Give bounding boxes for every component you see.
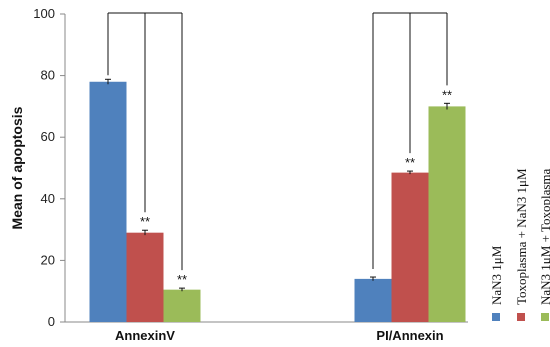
y-tick-label: 60 bbox=[41, 129, 55, 144]
comparison-brackets bbox=[107, 12, 448, 271]
bar bbox=[391, 172, 429, 322]
bar bbox=[126, 232, 164, 322]
bar bbox=[428, 106, 466, 323]
labels: Mean of apoptosis ** ** AnnexinV ** ** PI/Anne… bbox=[9, 87, 452, 343]
legend-label: NaN3 1μM bbox=[489, 245, 504, 305]
category-label: PI/Annexin bbox=[376, 328, 443, 343]
y-tick-label: 40 bbox=[41, 191, 55, 206]
bars bbox=[89, 78, 466, 323]
bar bbox=[354, 278, 392, 322]
y-tick-label: 80 bbox=[41, 68, 55, 83]
significance-marker: ** bbox=[442, 87, 452, 102]
y-tick-label: 20 bbox=[41, 252, 55, 267]
y-tick-label: 100 bbox=[33, 6, 55, 21]
significance-marker: ** bbox=[405, 155, 415, 170]
y-tick-label: 0 bbox=[48, 314, 55, 329]
legend: NaN3 1μM Toxoplasma + NaN3 1μM NaN3 1μM + … bbox=[489, 168, 550, 321]
legend-label: NaN3 1μM + Toxoplasma bbox=[538, 168, 550, 305]
bar bbox=[89, 81, 127, 322]
legend-swatch bbox=[492, 313, 500, 321]
significance-marker: ** bbox=[140, 214, 150, 229]
category-label: AnnexinV bbox=[115, 328, 175, 343]
legend-swatch bbox=[541, 313, 549, 321]
y-axis-title: Mean of apoptosis bbox=[9, 106, 25, 229]
significance-marker: ** bbox=[177, 272, 187, 287]
bar bbox=[163, 289, 201, 322]
legend-label: Toxoplasma + NaN3 1μM bbox=[514, 168, 529, 305]
legend-swatch bbox=[517, 313, 525, 321]
